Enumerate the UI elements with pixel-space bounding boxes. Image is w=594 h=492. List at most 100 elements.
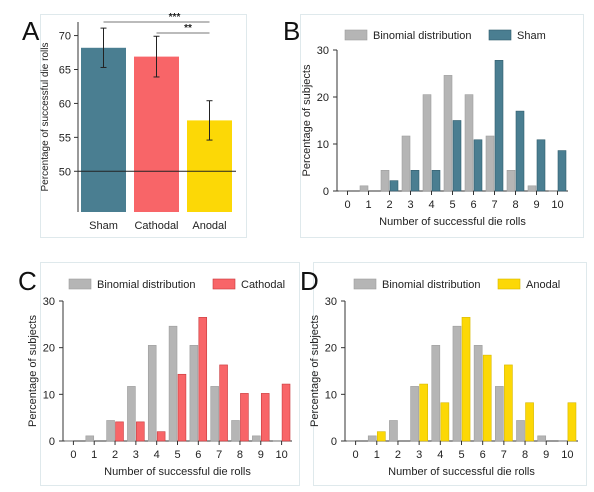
panel-a-letter: A xyxy=(22,16,40,46)
d-bar-binomial xyxy=(537,435,547,442)
d-legend-swatch xyxy=(353,278,377,290)
d-bar-group xyxy=(482,354,492,442)
c-legend-label: Binomial distribution xyxy=(97,279,195,291)
panel-c-frame xyxy=(40,262,300,486)
b-bar-binomial xyxy=(443,75,453,192)
d-bar-binomial xyxy=(473,345,483,442)
a-y-tick-label: 55 xyxy=(59,132,71,144)
c-x-tick-label: 7 xyxy=(216,449,222,461)
c-bar-binomial xyxy=(231,420,240,442)
b-legend-swatch xyxy=(344,29,368,41)
b-bar-binomial xyxy=(359,185,369,192)
d-y-tick-label: 0 xyxy=(331,436,337,448)
a-bar-sham xyxy=(81,47,126,213)
c-x-tick-label: 2 xyxy=(112,449,118,461)
d-bar-group xyxy=(567,402,577,442)
d-x-tick-label: 10 xyxy=(561,449,573,461)
d-x-tick-label: 1 xyxy=(374,449,380,461)
a-y-tick-label: 65 xyxy=(59,65,71,77)
b-bar-group xyxy=(431,170,441,192)
c-legend-swatch xyxy=(212,278,236,290)
c-x-tick-label: 9 xyxy=(258,449,264,461)
c-legend-label: Cathodal xyxy=(241,279,285,291)
a-y-axis-label: Percentage of successful die rolls xyxy=(40,43,51,192)
c-y-tick-label: 10 xyxy=(43,389,55,401)
d-bar-binomial xyxy=(516,420,525,442)
a-x-tick-label: Anodal xyxy=(192,220,226,232)
c-x-tick-label: 1 xyxy=(91,449,97,461)
b-x-axis-label: Number of successful die rolls xyxy=(379,216,526,228)
c-bar-group xyxy=(115,421,124,442)
d-y-tick-label: 30 xyxy=(325,296,337,308)
b-bar-group xyxy=(557,150,567,192)
c-bar-group xyxy=(240,393,249,442)
a-x-tick-label: Sham xyxy=(89,220,118,232)
d-x-tick-label: 5 xyxy=(458,449,464,461)
b-y-tick-label: 20 xyxy=(317,92,329,104)
b-y-tick-label: 30 xyxy=(317,45,329,57)
c-bar-binomial xyxy=(147,345,157,442)
b-bar-group xyxy=(389,180,399,192)
c-x-tick-label: 10 xyxy=(275,449,287,461)
b-x-tick-label: 8 xyxy=(512,199,518,211)
a-x-tick-label: Cathodal xyxy=(134,220,178,232)
d-x-tick-label: 4 xyxy=(437,449,443,461)
d-legend-label: Binomial distribution xyxy=(382,279,480,291)
d-y-tick-label: 20 xyxy=(325,343,337,355)
d-bar-binomial xyxy=(431,345,441,442)
b-x-tick-label: 2 xyxy=(386,199,392,211)
b-x-tick-label: 4 xyxy=(428,199,434,211)
b-bar-binomial xyxy=(422,94,432,192)
d-bar-group xyxy=(461,317,471,442)
d-bar-binomial xyxy=(410,386,419,442)
c-x-tick-label: 0 xyxy=(70,449,76,461)
c-x-axis-label: Number of successful die rolls xyxy=(104,466,251,478)
d-bar-group xyxy=(376,431,386,442)
d-x-tick-label: 2 xyxy=(395,449,401,461)
c-bar-binomial xyxy=(127,386,136,442)
d-bar-group xyxy=(419,383,428,442)
c-x-tick-label: 3 xyxy=(133,449,139,461)
c-bar-group xyxy=(219,364,228,442)
b-bar-binomial xyxy=(485,135,495,192)
panel-b-letter: B xyxy=(283,16,301,46)
d-bar-group xyxy=(504,364,513,442)
b-bar-binomial xyxy=(506,170,516,192)
b-bar-binomial xyxy=(464,94,474,192)
b-legend-swatch xyxy=(488,29,512,41)
c-legend-swatch xyxy=(68,278,92,290)
c-y-tick-label: 20 xyxy=(43,343,55,355)
c-y-tick-label: 30 xyxy=(43,296,55,308)
b-y-tick-label: 0 xyxy=(323,186,329,198)
c-x-tick-label: 8 xyxy=(237,449,243,461)
d-bar-binomial xyxy=(367,435,377,442)
panel-b-frame xyxy=(300,14,584,238)
d-bar-binomial xyxy=(495,386,504,442)
b-y-tick-label: 10 xyxy=(317,139,329,151)
b-bar-binomial xyxy=(527,185,537,192)
d-y-axis-label: Percentage of subjects xyxy=(309,315,321,427)
b-bar-group xyxy=(494,60,504,192)
panel-c-letter: C xyxy=(18,266,37,296)
d-bar-binomial xyxy=(389,420,398,442)
panel-d-frame xyxy=(313,262,587,486)
panel-d-letter: D xyxy=(300,266,319,296)
c-bar-binomial xyxy=(210,386,219,442)
panel-a-frame xyxy=(40,14,247,238)
d-x-tick-label: 9 xyxy=(543,449,549,461)
b-legend-label: Binomial distribution xyxy=(373,30,471,42)
a-significance-label: *** xyxy=(169,12,181,23)
d-x-axis-label: Number of successful die rolls xyxy=(388,466,535,478)
b-x-tick-label: 6 xyxy=(470,199,476,211)
d-y-tick-label: 10 xyxy=(325,389,337,401)
d-legend-label: Anodal xyxy=(526,279,560,291)
b-bar-group xyxy=(410,170,420,192)
c-bar-binomial xyxy=(106,420,115,442)
b-bar-binomial xyxy=(401,135,411,192)
c-bar-group xyxy=(281,383,291,442)
d-legend-swatch xyxy=(497,278,521,290)
b-x-tick-label: 1 xyxy=(365,199,371,211)
a-y-tick-label: 70 xyxy=(59,31,71,43)
